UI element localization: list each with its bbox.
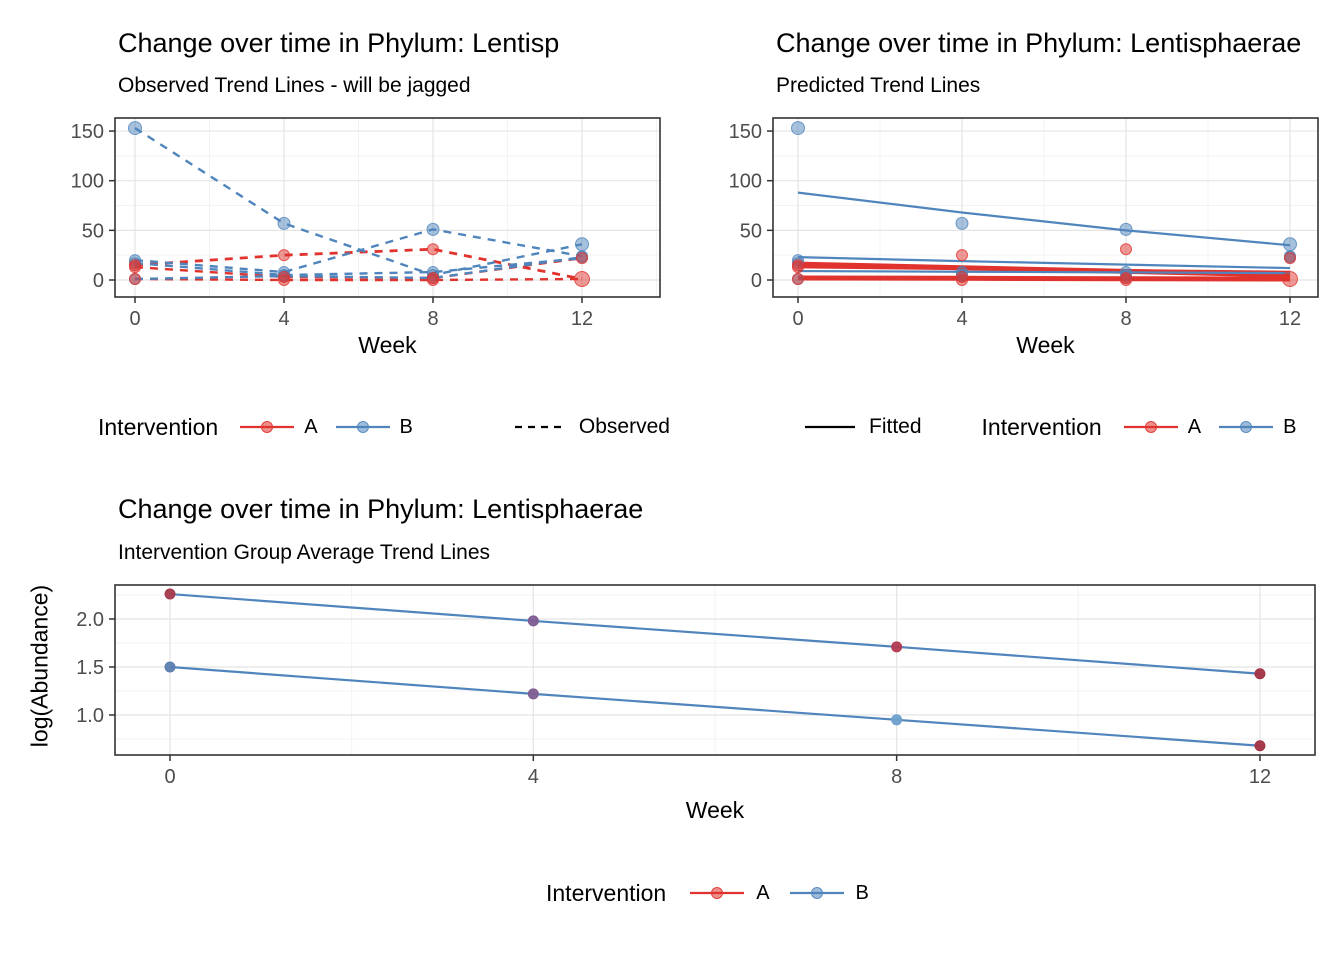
chart-observed-x-axis-title: Week: [358, 332, 417, 358]
svg-text:12: 12: [571, 308, 593, 330]
legend-predicted-title: Intervention: [981, 413, 1102, 440]
chart-average-y-axis-title: log(Abundance): [26, 584, 53, 748]
chart-predicted-x-axis-title: Week: [1016, 332, 1075, 358]
legend-key-observed-line-icon: [514, 425, 565, 429]
svg-text:0: 0: [129, 308, 140, 330]
svg-text:100: 100: [729, 171, 762, 193]
chart-average-x-axis-title: Week: [685, 797, 745, 823]
svg-text:4: 4: [528, 766, 539, 788]
svg-text:0: 0: [751, 270, 762, 292]
svg-text:50: 50: [740, 220, 762, 242]
legend-key-intervention-b-icon: [789, 887, 844, 899]
svg-text:8: 8: [427, 308, 438, 330]
legend-key-intervention-a-icon: [690, 887, 745, 899]
svg-text:1.0: 1.0: [76, 705, 104, 727]
legend-average: Intervention A B: [546, 876, 873, 910]
svg-text:0: 0: [93, 270, 104, 292]
legend-observed: Intervention A B Observed: [98, 410, 674, 444]
legend-average-title: Intervention: [546, 879, 667, 906]
legend-key-intervention-a-icon: [1123, 421, 1178, 433]
legend-label-b: B: [855, 881, 869, 904]
chart-average-title: Change over time in Phylum: Lentisphaera…: [118, 494, 644, 524]
svg-text:0: 0: [164, 766, 175, 788]
svg-text:12: 12: [1279, 308, 1301, 330]
chart-predicted-subtitle: Predicted Trend Lines: [776, 74, 981, 97]
legend-label-a: A: [1187, 415, 1202, 438]
legend-key-fitted-line-icon: [805, 425, 855, 429]
svg-text:1.5: 1.5: [76, 657, 104, 679]
svg-text:2.0: 2.0: [76, 609, 104, 631]
legend-predicted: Fitted Intervention A B: [803, 410, 1300, 444]
legend-label-a: A: [756, 881, 770, 904]
chart-observed-subtitle: Observed Trend Lines - will be jagged: [118, 74, 471, 97]
svg-text:8: 8: [1120, 308, 1131, 330]
chart-average-subtitle: Intervention Group Average Trend Lines: [118, 541, 491, 564]
chart-predicted-panel: 0 4 8 12 0 50 100 150: [729, 117, 1319, 330]
svg-text:8: 8: [891, 766, 902, 788]
legend-label-fitted: Fitted: [869, 415, 922, 438]
chart-observed-title: Change over time in Phylum: Lentisp: [118, 28, 560, 58]
legend-key-intervention-a-icon: [240, 421, 295, 433]
chart-observed-panel: 0 4 8 12 0 50 100 150: [71, 117, 661, 330]
svg-text:150: 150: [729, 121, 762, 143]
legend-key-intervention-b-icon: [1219, 421, 1274, 433]
svg-text:150: 150: [71, 121, 104, 143]
legend-label-b: B: [399, 415, 413, 438]
legend-label-b: B: [1283, 415, 1297, 438]
chart-predicted-title: Change over time in Phylum: Lentisphaera…: [776, 28, 1302, 58]
chart-average-panel: 0 4 8 12 1.0 1.5 2.0: [76, 584, 1316, 788]
legend-key-intervention-b-icon: [335, 421, 390, 433]
legend-observed-title: Intervention: [98, 413, 219, 440]
legend-label-observed: Observed: [578, 415, 670, 438]
legend-label-a: A: [304, 415, 318, 438]
svg-text:4: 4: [956, 308, 967, 330]
svg-text:12: 12: [1249, 766, 1271, 788]
svg-text:4: 4: [278, 308, 289, 330]
svg-text:100: 100: [71, 171, 104, 193]
svg-text:0: 0: [792, 308, 803, 330]
svg-text:50: 50: [82, 220, 104, 242]
